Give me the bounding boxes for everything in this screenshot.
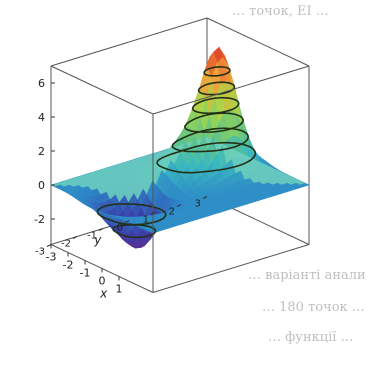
y-tick-label: 1	[143, 215, 149, 226]
x-tick-label: -1	[80, 267, 91, 280]
z-tick-label: 0	[38, 179, 45, 192]
background-text-line: … точок, ЕІ …	[232, 4, 329, 19]
y-tick-mark	[47, 245, 51, 247]
background-text-line: … 180 точок …	[262, 300, 365, 315]
z-tick-label: 4	[38, 111, 45, 124]
x-tick-label: 1	[116, 283, 123, 296]
y-tick-label: 0	[117, 223, 123, 234]
box-edge	[51, 66, 153, 114]
x-tick-label: -2	[63, 259, 74, 272]
y-tick-label: 3	[195, 199, 201, 210]
y-tick-label: -3	[35, 247, 45, 258]
y-tick-label: -2	[61, 239, 71, 250]
y-tick-label: 2	[169, 207, 175, 218]
x-tick-label: -3	[46, 251, 57, 264]
z-tick-label: 2	[38, 145, 45, 158]
z-axis: -2 0 2 4 6	[34, 77, 55, 226]
box-edge	[51, 18, 207, 66]
background-text-line: … варіанті анали …	[248, 268, 370, 283]
z-tick-label: 6	[38, 77, 45, 90]
z-tick-label: -2	[34, 213, 45, 226]
x-axis-label: x	[99, 286, 108, 300]
background-text-line: … функції …	[268, 330, 354, 345]
y-axis-label: y	[93, 233, 102, 247]
